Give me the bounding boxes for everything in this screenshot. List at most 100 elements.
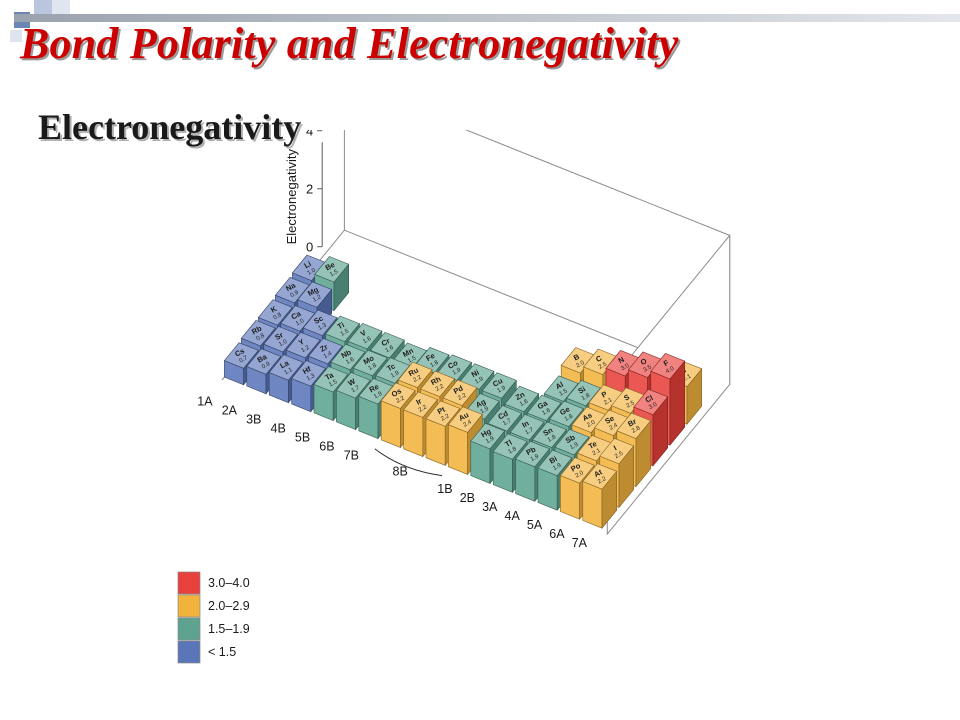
bar-symbol-label: Br [626, 417, 638, 429]
bar-top-face [593, 409, 629, 436]
bar-value-label: 2.5 [626, 400, 637, 410]
y-tick-label: 2 [306, 182, 313, 197]
bar-value-label: 0.9 [261, 361, 272, 371]
bar-value-label: 1.3 [306, 373, 317, 383]
bar-value-label: 2.4 [463, 419, 474, 429]
bar-value-label: 1.0 [307, 267, 318, 277]
electronegativity-3d-bar-chart: H2.1Li1.0Be1.5B2.0C2.5N3.0O3.5F4.0Na0.9M… [177, 130, 731, 664]
bar-symbol-label: Bi [548, 454, 559, 465]
bar-symbol-label: V [359, 328, 368, 338]
bar-symbol-label: Se [603, 414, 615, 426]
bar-symbol-label: Re [368, 382, 381, 395]
bar-value-label: 1.5 [340, 328, 351, 338]
bar-top-face [526, 394, 562, 422]
bar-value-label: 1.9 [569, 442, 580, 452]
bar-symbol-label: Tc [385, 361, 397, 373]
legend-swatch [177, 617, 201, 641]
bar-At: At2.2 [582, 463, 618, 530]
bar-top-face [380, 382, 416, 409]
bar-top-face [442, 379, 478, 406]
y-tick-label: 4 [306, 130, 313, 139]
bar-symbol-label: N [617, 355, 626, 365]
bar-front-face [403, 409, 424, 457]
group-label-2A: 2A [222, 404, 238, 418]
bar-top-face [240, 320, 276, 347]
legend-label: 2.0–2.9 [208, 599, 250, 613]
bar-value-label: 2.1 [603, 397, 614, 407]
bar-symbol-label: Rh [429, 374, 442, 387]
bar-top-face [369, 332, 405, 359]
bar-top-face [268, 354, 304, 381]
legend-swatch [177, 571, 201, 595]
bar-symbol-label: Al [554, 380, 565, 391]
bar-symbol-label: K [269, 304, 279, 315]
bar-symbol-label: Ag [474, 397, 487, 410]
bar-symbol-label: In [520, 418, 531, 429]
bar-symbol-label: Os [390, 386, 403, 399]
legend-swatch [177, 640, 201, 664]
bar-top-face [554, 428, 590, 456]
bar-top-face [347, 323, 383, 350]
bar-value-label: 2.0 [575, 470, 586, 480]
bar-top-face [297, 281, 333, 308]
bar-value-label: 1.2 [312, 294, 323, 304]
bar-top-face [459, 363, 495, 390]
bar-symbol-label: Cd [496, 409, 509, 422]
bar-value-label: 0.8 [273, 312, 284, 322]
bar-top-face [504, 385, 540, 413]
bar-value-label: 1.9 [497, 385, 508, 395]
bar-value-label: 1.7 [524, 427, 535, 437]
bar-symbol-label: Te [587, 439, 599, 451]
bar-top-face [492, 433, 528, 460]
bar-symbol-label: F [662, 358, 671, 368]
bar-top-face [633, 388, 669, 416]
bar-value-label: 2.2 [412, 374, 423, 384]
bar-value-label: 1.6 [541, 407, 552, 417]
bar-symbol-label: Zn [514, 390, 527, 402]
bar-top-face [246, 348, 282, 375]
bar-top-face [582, 463, 618, 490]
bar-top-face [616, 412, 652, 439]
bar-symbol-label: Sb [564, 433, 577, 446]
bar-value-label: 2.8 [631, 425, 642, 435]
group-label-5A: 5A [527, 518, 543, 532]
bar-value-label: 1.9 [552, 462, 563, 472]
bar-symbol-label: Si [577, 384, 588, 395]
bar-top-face [375, 357, 411, 384]
group-label-4A: 4A [505, 509, 521, 523]
bar-symbol-label: S [622, 392, 631, 402]
bar-symbol-label: Pb [524, 444, 537, 457]
bar-symbol-label: I [612, 444, 618, 453]
bar-value-label: 2.2 [435, 383, 446, 393]
bar-Ba: Ba0.9 [246, 348, 282, 395]
legend-label: < 1.5 [208, 645, 236, 659]
bar-top-face [302, 309, 338, 336]
bar-top-face [605, 350, 641, 377]
bar-top-face [403, 391, 438, 418]
bar-value-label: 1.6 [362, 336, 373, 346]
bar-value-label: 1.8 [368, 362, 379, 372]
group-label-1A: 1A [197, 395, 213, 409]
bar-top-face [291, 360, 326, 387]
group-label-7B: 7B [344, 448, 359, 462]
bar-top-face [650, 353, 686, 380]
bar-top-face [425, 400, 461, 427]
bar-top-face [627, 351, 663, 378]
bar-value-label: 2.0 [575, 360, 586, 370]
bar-value-label: 1.1 [283, 367, 294, 377]
chart-bars: H2.1Li1.0Be1.5B2.0C2.5N3.0O3.5F4.0Na0.9M… [223, 254, 703, 530]
bar-top-face [470, 422, 506, 450]
bar-value-label: 1.8 [564, 413, 575, 423]
bar-value-label: 2.2 [395, 395, 406, 405]
bar-value-label: 2.1 [592, 448, 603, 458]
bar-symbol-label: C [594, 353, 604, 364]
bar-value-label: 2.2 [597, 476, 608, 486]
bar-symbol-label: Pt [436, 405, 447, 417]
bar-top-face [532, 421, 567, 448]
bar-symbol-label: Li [303, 259, 313, 270]
bar-symbol-label: W [346, 376, 357, 388]
bar-symbol-label: Tl [503, 438, 513, 449]
bar-top-face [583, 348, 618, 375]
bar-top-face [352, 349, 388, 377]
bar-symbol-label: Ru [407, 365, 420, 378]
